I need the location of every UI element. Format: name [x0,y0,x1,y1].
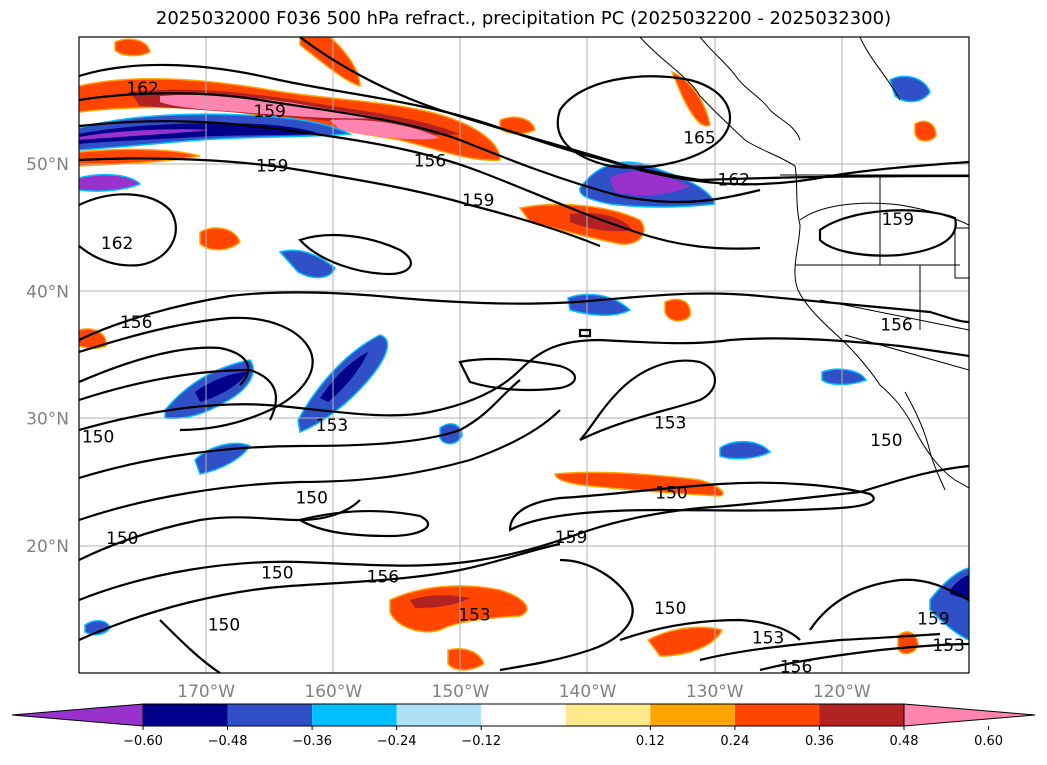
contour-label: 159 [882,210,914,230]
contour-label: 156 [880,315,912,335]
colorbar-segment [819,704,904,726]
contour-label: 150 [82,427,114,447]
colorbar-extend-low [11,703,144,727]
contour-labels: 162 159 159 156 159 165 162 162 159 156 156 153 153 1… [82,79,965,678]
shade-ne-positive-small [499,116,536,135]
colorbar-tick-label: −0.48 [208,734,248,749]
colorbar-segment [734,704,820,726]
colorbar-tick-label: 0.60 [974,734,1003,749]
colorbar: −0.60 −0.48 −0.36 −0.24 −0.12 0.12 0.24 0.36 0.4… [11,703,1036,749]
contour-label: 162 [718,170,750,190]
contour-label: 153 [316,416,348,436]
shade-jet-negative-core [79,123,320,144]
shade-coast-positive [664,298,691,322]
shade-nw-positive [114,38,151,57]
colorbar-tick-label: 0.12 [636,734,665,749]
contour-label: 150 [654,599,686,619]
colorbar-extend-high [903,703,1036,727]
contour-label: 156 [367,567,399,587]
map-frame [78,36,970,674]
contour-label: 159 [917,609,949,629]
contour-label: 150 [208,616,240,636]
shade-jet-positive-core [160,94,380,119]
contour-label: 159 [462,191,494,211]
colorbar-segment [565,704,651,726]
geopotential-contours [79,37,969,673]
lon-label: 140°W [559,682,617,702]
lon-label: 120°W [813,682,871,702]
map-title: 2025032000 F036 500 hPa refract., precip… [155,8,892,29]
contour-label: 159 [555,528,587,548]
shade-bc-positive [670,70,711,127]
shade-jet-core-2 [330,119,440,140]
contour-label: 150 [655,483,687,503]
contour-label: 159 [253,102,285,122]
graticule [79,37,969,673]
colorbar-tick-label: −0.12 [461,734,501,749]
contour-label: 162 [126,79,158,99]
lon-label: 130°W [686,682,744,702]
shade-sw-negative-1-core [195,372,248,402]
latitude-labels: 20°N 30°N 40°N 50°N [26,155,69,557]
colorbar-segment [650,704,735,726]
contour-label: 153 [654,413,686,433]
precipitation-shading [79,37,969,671]
shade-sub-positive-3 [646,626,724,657]
shade-sw-negative-2-core [320,352,368,402]
shade-ne-corner-negative [889,75,931,103]
shade-sub-positive-1 [554,471,724,497]
shade-east-negative-1 [719,440,772,460]
longitude-labels: 170°W 160°W 150°W 140°W 130°W 120°W [177,682,871,702]
contour-label: 153 [458,605,490,625]
contour-label: 162 [101,234,133,254]
shade-left-negative [79,173,142,192]
contour-label: 156 [414,151,446,171]
contour-label: 150 [261,564,293,584]
shade-jet-negative-purple [79,129,210,140]
colorbar-segment [227,704,313,726]
shade-ne-positive-core [570,212,632,232]
shade-east-negative-2 [821,368,868,386]
shade-sub-positive-4 [447,648,485,671]
contour-label: 156 [120,313,152,333]
contour-label: 150 [870,431,902,451]
colorbar-tick-label: 0.36 [805,734,834,749]
contour-label: 156 [780,658,812,678]
colorbar-tick-label: −0.36 [292,734,332,749]
shade-sw-negative-4 [278,249,336,279]
contour-label: 159 [256,156,288,176]
lon-label: 170°W [177,682,235,702]
colorbar-segment [312,704,397,726]
lon-label: 150°W [432,682,490,702]
shade-ne-positive-2 [914,120,937,142]
contour-label: 153 [752,628,784,648]
colorbar-tick-label: −0.24 [377,734,417,749]
lat-label: 40°N [26,282,69,302]
shade-west-positive-2 [79,328,107,350]
colorbar-segment [396,704,482,726]
lat-label: 50°N [26,155,69,175]
lat-label: 30°N [26,410,69,430]
colorbar-frame [142,703,905,727]
colorbar-tick-label: 0.24 [720,734,749,749]
shade-central-negative [567,293,632,316]
shade-ne-negative-core [610,171,690,196]
contour-label: 165 [683,128,715,148]
contour-label: 153 [932,636,964,656]
colorbar-segment [481,704,566,726]
colorbar-segment [143,704,228,726]
contour-label: 150 [295,488,327,508]
colorbar-tick-label: 0.48 [890,734,919,749]
colorbar-tick-label: −0.60 [123,734,163,749]
shade-sub-positive-2-core [410,595,470,608]
contour-label: 150 [106,529,138,549]
lon-label: 160°W [304,682,362,702]
lat-label: 20°N [26,537,69,557]
